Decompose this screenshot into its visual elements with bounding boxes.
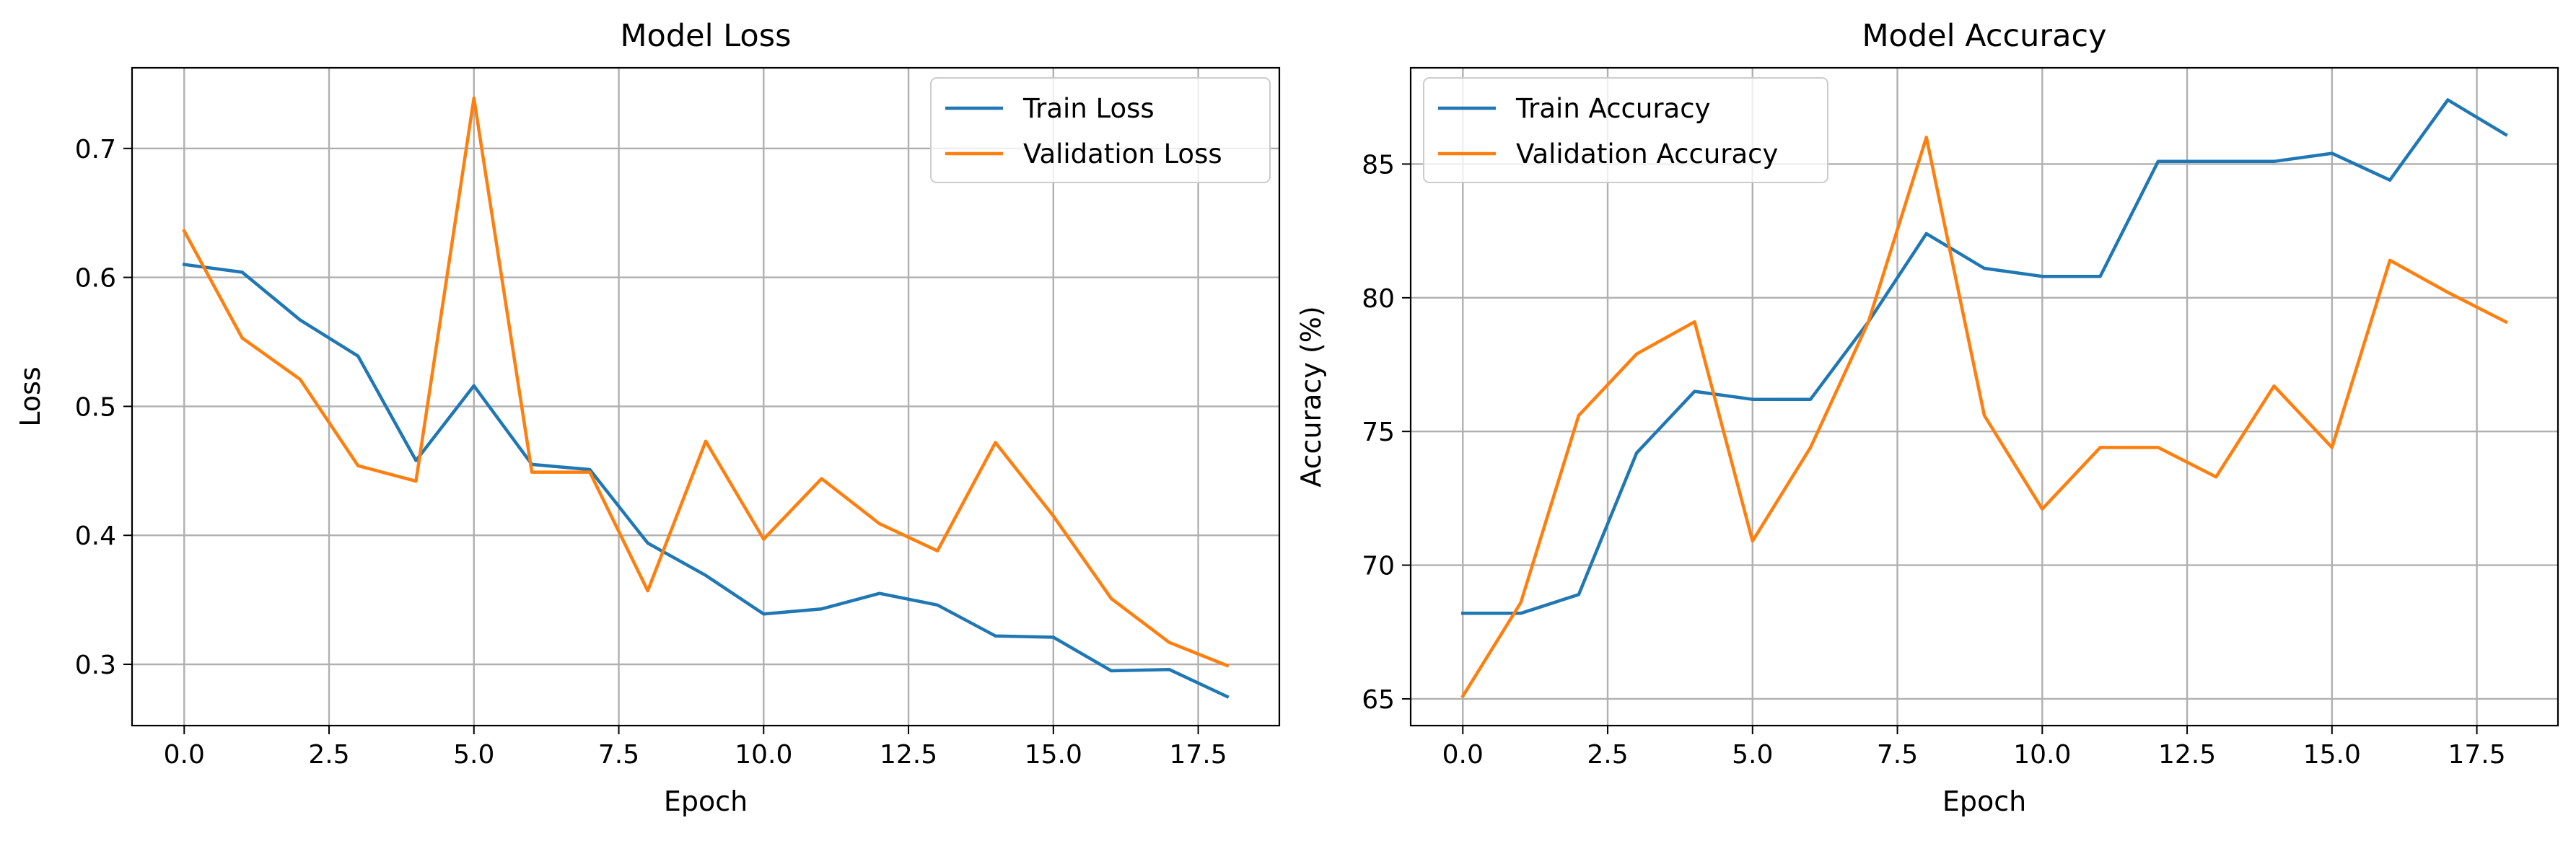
- x-tick-label: 2.5: [308, 740, 349, 770]
- x-tick-label: 17.5: [1169, 740, 1227, 770]
- legend: Train Accuracy Validation Accuracy: [1423, 77, 1828, 183]
- x-tick-label: 15.0: [1025, 740, 1082, 770]
- y-tick-label: 80: [1362, 284, 1395, 314]
- y-tick-label: 0.6: [75, 264, 116, 294]
- x-tick-label: 17.5: [2448, 740, 2505, 770]
- legend-box: [930, 77, 1271, 183]
- plot-frame: [131, 66, 1281, 727]
- x-tick-label: 15.0: [2303, 740, 2361, 770]
- y-axis-label: Loss: [14, 366, 46, 426]
- chart-title: Model Loss: [620, 18, 791, 54]
- y-tick-label: 75: [1362, 418, 1395, 447]
- validation-accuracy-line: [1460, 136, 2508, 699]
- y-tick-label: 0.4: [75, 521, 116, 551]
- x-tick-label: 12.5: [880, 740, 937, 770]
- legend-box: [1423, 77, 1828, 183]
- x-tick-label: 10.0: [2013, 740, 2071, 770]
- x-axis-label: Epoch: [664, 785, 748, 817]
- train-loss-line: [182, 263, 1230, 699]
- x-tick-label: 5.0: [453, 740, 494, 770]
- x-tick-label: 10.0: [735, 740, 792, 770]
- y-tick-label: 0.7: [75, 135, 116, 164]
- legend-entry: Validation Loss: [1023, 138, 1222, 169]
- legend: Train Loss Validation Loss: [930, 77, 1271, 183]
- y-tick-label: 70: [1362, 552, 1395, 581]
- legend-entry: Train Accuracy: [1515, 93, 1710, 124]
- legend-entry: Train Loss: [1022, 93, 1155, 124]
- x-tick-label: 7.5: [598, 740, 639, 770]
- x-tick-label: 2.5: [1587, 740, 1628, 770]
- x-tick-label: 0.0: [164, 740, 205, 770]
- y-tick-label: 0.5: [75, 392, 116, 422]
- chart-title: Model Accuracy: [1862, 18, 2106, 54]
- y-tick-label: 0.3: [75, 651, 116, 680]
- accuracy-chart: 0.0 2.5 5.0 7.5 10.0 12.5 15.0 17.5 65 70 75 80 85 Mo…: [1295, 18, 2559, 817]
- y-axis-label: Accuracy (%): [1295, 306, 1327, 487]
- plot-frame: [1409, 66, 2559, 727]
- x-tick-label: 5.0: [1732, 740, 1773, 770]
- y-tick-label: 85: [1362, 150, 1395, 180]
- x-axis-label: Epoch: [1942, 785, 2026, 817]
- x-tick-label: 0.0: [1442, 740, 1484, 770]
- validation-loss-line: [182, 96, 1230, 668]
- loss-chart: 0.0 2.5 5.0 7.5 10.0 12.5 15.0 17.5 0.3 0.4 0.5 0.6…: [14, 18, 1281, 817]
- y-tick-label: 65: [1362, 685, 1395, 715]
- train-accuracy-line: [1461, 98, 2508, 615]
- x-tick-label: 12.5: [2158, 740, 2216, 770]
- x-tick-label: 7.5: [1877, 740, 1918, 770]
- legend-entry: Validation Accuracy: [1516, 138, 1778, 169]
